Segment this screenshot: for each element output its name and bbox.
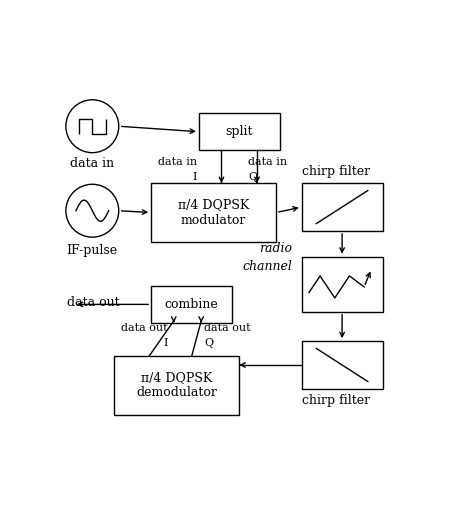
Text: data in: data in	[248, 157, 288, 166]
Bar	[301, 341, 383, 389]
Text: channel: channel	[243, 260, 292, 273]
Text: chirp filter: chirp filter	[301, 394, 370, 408]
Bar	[301, 183, 383, 231]
Text: Q: Q	[248, 172, 257, 182]
Bar	[114, 356, 239, 414]
Text: split: split	[226, 125, 253, 138]
Bar	[301, 257, 383, 312]
Text: data out: data out	[121, 323, 168, 333]
Text: chirp filter: chirp filter	[301, 165, 370, 178]
Bar	[199, 113, 280, 150]
Bar	[151, 183, 276, 242]
Text: data in: data in	[70, 157, 114, 171]
Text: Q: Q	[204, 338, 213, 348]
Text: data in: data in	[158, 157, 197, 166]
Text: π/4 DQPSK
demodulator: π/4 DQPSK demodulator	[137, 371, 217, 399]
Text: IF-pulse: IF-pulse	[66, 244, 118, 257]
Text: combine: combine	[164, 298, 219, 311]
Text: data out: data out	[204, 323, 251, 333]
Text: data out: data out	[66, 296, 119, 309]
Bar	[151, 286, 232, 323]
Text: radio: radio	[260, 242, 292, 255]
Text: π/4 DQPSK
modulator: π/4 DQPSK modulator	[178, 199, 249, 226]
Text: I: I	[192, 172, 197, 182]
Text: I: I	[163, 338, 168, 348]
